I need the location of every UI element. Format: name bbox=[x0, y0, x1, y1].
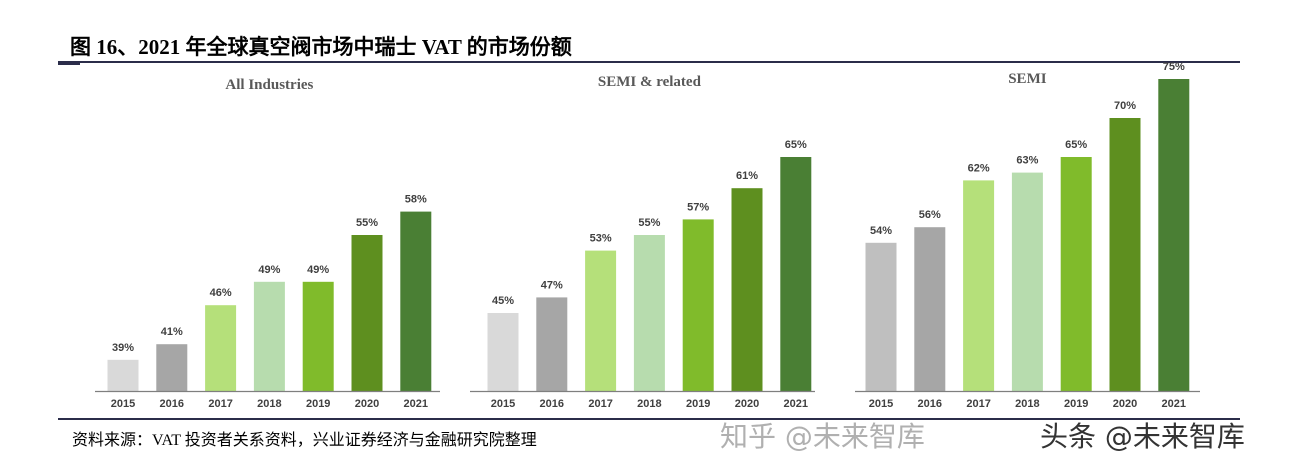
bar-2018 bbox=[633, 235, 665, 391]
bar-2020 bbox=[1109, 118, 1141, 391]
panel-title: SEMI bbox=[1008, 71, 1047, 87]
bar-2016 bbox=[156, 344, 188, 391]
data-label: 65% bbox=[785, 139, 807, 151]
data-label: 57% bbox=[687, 201, 709, 213]
data-label: 65% bbox=[1065, 139, 1087, 151]
data-label: 45% bbox=[492, 295, 514, 307]
data-label: 49% bbox=[307, 264, 329, 276]
x-tick-label: 2016 bbox=[540, 398, 564, 410]
bar-2016 bbox=[536, 297, 568, 391]
bar-2021 bbox=[400, 211, 432, 391]
bar-2017 bbox=[963, 180, 995, 391]
panel-title: All Industries bbox=[225, 77, 313, 93]
x-tick-label: 2020 bbox=[355, 398, 379, 410]
data-label: 41% bbox=[161, 326, 183, 338]
data-label: 75% bbox=[1163, 61, 1185, 73]
bar-2015 bbox=[487, 313, 519, 391]
bar-2019 bbox=[1060, 157, 1092, 391]
data-label: 61% bbox=[736, 170, 758, 182]
x-tick-label: 2018 bbox=[637, 398, 661, 410]
data-label: 47% bbox=[541, 279, 563, 291]
x-tick-label: 2018 bbox=[257, 398, 281, 410]
figure-title: 图 16、2021 年全球真空阀市场中瑞士 VAT 的市场份额 bbox=[70, 35, 572, 59]
data-label: 62% bbox=[968, 162, 990, 174]
bar-2019 bbox=[682, 219, 714, 391]
data-label: 55% bbox=[638, 217, 660, 229]
bottom-rule bbox=[58, 418, 1240, 420]
source-note: 资料来源：VAT 投资者关系资料，兴业证券经济与金融研究院整理 bbox=[72, 432, 537, 449]
x-tick-label: 2015 bbox=[491, 398, 515, 410]
watermark-toutiao: 头条 @未来智库 bbox=[1040, 420, 1245, 453]
bar-2017 bbox=[205, 305, 237, 391]
data-label: 55% bbox=[356, 217, 378, 229]
x-tick-label: 2016 bbox=[918, 398, 942, 410]
x-tick-label: 2018 bbox=[1015, 398, 1039, 410]
watermark-zhihu: 知乎 @未来智库 bbox=[720, 420, 925, 453]
x-tick-label: 2020 bbox=[735, 398, 759, 410]
bar-2020 bbox=[351, 235, 383, 391]
bar-2015 bbox=[107, 359, 139, 391]
x-tick-label: 2015 bbox=[869, 398, 893, 410]
data-label: 54% bbox=[870, 225, 892, 237]
data-label: 70% bbox=[1114, 100, 1136, 112]
top-rule bbox=[58, 61, 1240, 65]
x-tick-label: 2019 bbox=[686, 398, 710, 410]
data-label: 63% bbox=[1016, 155, 1038, 167]
data-label: 58% bbox=[405, 194, 427, 206]
panel-title: SEMI & related bbox=[598, 74, 702, 90]
x-tick-label: 2017 bbox=[208, 398, 232, 410]
data-label: 53% bbox=[590, 233, 612, 245]
x-tick-label: 2020 bbox=[1113, 398, 1137, 410]
x-tick-label: 2017 bbox=[588, 398, 612, 410]
bar-2018 bbox=[253, 281, 285, 391]
x-tick-label: 2017 bbox=[966, 398, 990, 410]
bar-2016 bbox=[914, 227, 946, 391]
bar-2021 bbox=[780, 157, 812, 391]
bar-2021 bbox=[1158, 79, 1190, 391]
x-tick-label: 2021 bbox=[1162, 398, 1186, 410]
data-label: 49% bbox=[258, 264, 280, 276]
x-tick-label: 2021 bbox=[784, 398, 808, 410]
bar-2020 bbox=[731, 188, 763, 391]
data-label: 39% bbox=[112, 342, 134, 354]
x-tick-label: 2019 bbox=[1064, 398, 1088, 410]
x-tick-label: 2019 bbox=[306, 398, 330, 410]
bar-2015 bbox=[865, 242, 897, 391]
data-label: 56% bbox=[919, 209, 941, 221]
x-tick-label: 2015 bbox=[111, 398, 135, 410]
bar-2019 bbox=[302, 281, 334, 391]
bar-2018 bbox=[1011, 172, 1043, 391]
data-label: 46% bbox=[210, 287, 232, 299]
x-tick-label: 2016 bbox=[160, 398, 184, 410]
bar-2017 bbox=[585, 250, 617, 391]
x-tick-label: 2021 bbox=[404, 398, 428, 410]
